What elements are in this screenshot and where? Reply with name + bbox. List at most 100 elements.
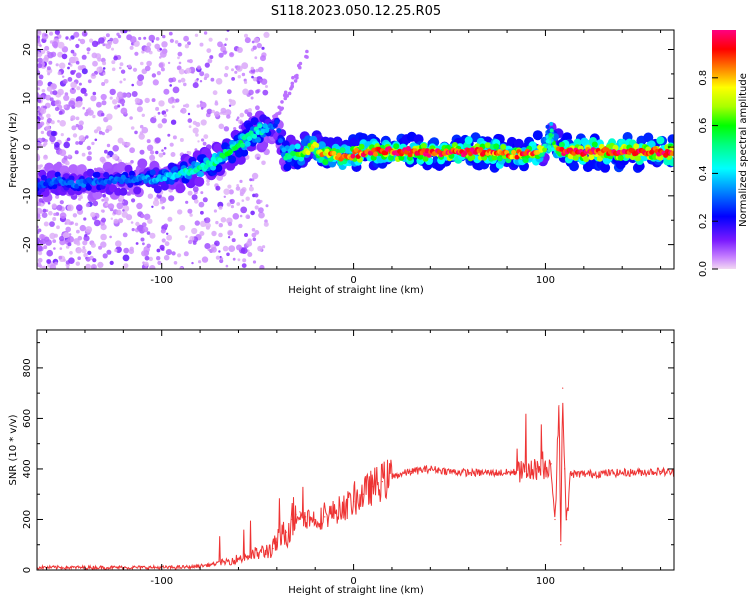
noise-speck <box>75 123 80 128</box>
x-tick-label: -100 <box>150 576 173 587</box>
colorbar-tick-label: 0.4 <box>698 165 709 181</box>
noise-speck <box>156 71 161 76</box>
noise-speck <box>103 196 109 203</box>
noise-speck <box>102 61 107 66</box>
noise-speck <box>163 146 167 150</box>
noise-speck <box>112 153 118 160</box>
noise-speck <box>86 145 92 151</box>
noise-speck <box>200 220 207 227</box>
noise-speck <box>252 77 258 82</box>
noise-speck <box>154 43 160 50</box>
ridge-point <box>283 163 292 172</box>
noise-speck <box>101 198 105 202</box>
ridge-point <box>491 154 498 161</box>
noise-speck <box>252 45 257 50</box>
noise-speck <box>234 65 238 69</box>
noise-speck <box>78 120 84 126</box>
noise-speck <box>141 250 148 257</box>
ridge-point <box>250 117 259 126</box>
ridge-point <box>274 119 280 125</box>
ridge-point <box>647 140 656 149</box>
snr-point <box>324 516 326 518</box>
noise-speck <box>49 97 54 102</box>
noise-speck <box>200 119 207 126</box>
noise-speck <box>210 77 215 82</box>
noise-speck <box>39 233 45 240</box>
ridge-spike-point <box>549 121 554 126</box>
noise-speck <box>37 79 43 87</box>
noise-speck <box>226 202 231 207</box>
noise-speck <box>41 212 48 219</box>
noise-speck <box>185 235 188 238</box>
noise-speck <box>75 60 80 65</box>
noise-speck <box>69 87 76 94</box>
noise-speck <box>240 206 248 214</box>
noise-speck <box>105 43 112 49</box>
noise-speck <box>165 109 169 112</box>
noise-speck <box>106 143 111 148</box>
noise-speck <box>194 199 199 204</box>
spectrogram-ridge <box>37 110 674 203</box>
noise-speck <box>62 75 65 78</box>
noise-speck <box>49 221 55 228</box>
noise-speck <box>41 89 46 93</box>
ridge-point <box>464 136 473 145</box>
noise-speck <box>242 258 247 263</box>
noise-speck <box>214 111 220 117</box>
noise-speck <box>236 116 240 119</box>
noise-speck <box>117 104 120 108</box>
snr-point <box>562 387 564 389</box>
noise-speck <box>54 99 62 107</box>
ridge-point <box>405 146 411 151</box>
noise-speck <box>203 31 208 35</box>
noise-speck <box>44 33 48 37</box>
noise-speck <box>149 232 156 239</box>
ridge-point <box>162 176 168 182</box>
noise-speck <box>214 240 220 247</box>
ridge-point <box>373 151 378 157</box>
noise-speck <box>152 79 159 86</box>
noise-speck <box>49 232 56 240</box>
noise-speck <box>229 52 235 58</box>
noise-speck <box>131 83 134 87</box>
noise-speck <box>71 125 77 131</box>
noise-speck <box>112 99 118 105</box>
noise-speck <box>195 133 199 137</box>
noise-speck <box>113 105 118 110</box>
noise-speck <box>160 201 164 205</box>
noise-speck <box>204 62 210 68</box>
noise-speck <box>178 79 182 83</box>
noise-speck <box>167 133 171 137</box>
noise-speck <box>187 208 193 214</box>
noise-speck <box>233 127 237 131</box>
noise-speck <box>68 100 76 108</box>
noise-speck <box>53 212 57 216</box>
noise-speck <box>187 190 193 196</box>
ridge-point <box>255 136 261 143</box>
noise-speck <box>37 99 42 103</box>
noise-speck <box>75 261 81 266</box>
noise-speck <box>196 65 202 70</box>
noise-speck <box>79 224 87 232</box>
y-tick-label: 20 <box>22 43 33 56</box>
snr-point <box>333 511 335 513</box>
y-tick-label: 10 <box>22 92 33 105</box>
noise-speck <box>122 209 125 212</box>
noise-speck <box>93 219 101 227</box>
noise-speck <box>40 116 44 120</box>
noise-speck <box>199 80 203 83</box>
noise-speck <box>96 101 102 108</box>
noise-speck <box>37 237 41 244</box>
noise-speck <box>127 64 132 69</box>
noise-speck <box>214 101 219 106</box>
noise-speck <box>87 51 90 55</box>
ridge-point <box>54 171 61 178</box>
noise-speck <box>86 155 92 161</box>
noise-speck <box>119 98 126 105</box>
noise-speck <box>146 42 152 48</box>
noise-speck <box>172 86 180 94</box>
noise-speck <box>206 108 213 115</box>
ridge-point <box>160 182 169 191</box>
noise-speck <box>215 255 220 260</box>
